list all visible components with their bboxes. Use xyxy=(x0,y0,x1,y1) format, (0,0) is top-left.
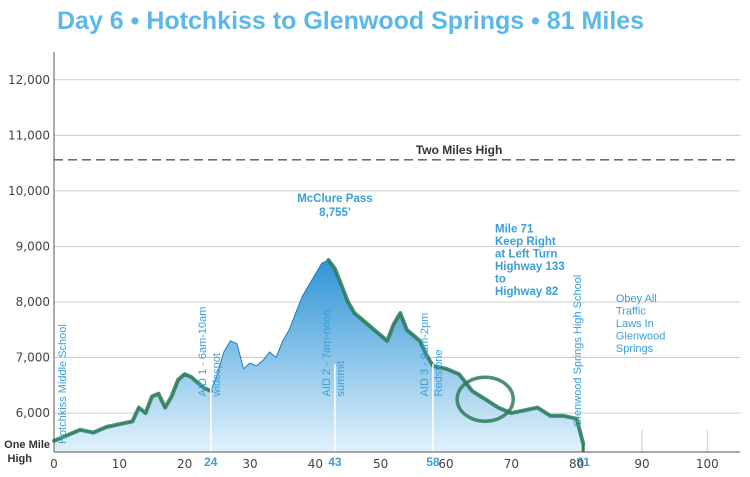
obey-note-line: Springs xyxy=(616,343,654,355)
aid-station-label-group: AID 2 - 7am-noon summit xyxy=(321,310,347,397)
start-label-group: Hotchkiss Middle School xyxy=(57,324,69,444)
trace-loop xyxy=(455,375,515,423)
start-label: Hotchkiss Middle School xyxy=(57,324,69,444)
y-tick-label: 11,000 xyxy=(8,128,50,142)
obey-note-line: Traffic xyxy=(616,306,646,318)
obey-note-line: Obey All xyxy=(616,293,657,305)
pass-label: McClure Pass xyxy=(297,193,372,205)
end-label-group: Glenwood Springs High School xyxy=(572,275,584,427)
aid-station-group: AID 1 - 6am-10am widespot AID 2 - 7am-noon… xyxy=(197,307,590,469)
chart-title: Day 6 • Hotchkiss to Glenwood Springs • … xyxy=(57,7,644,35)
mile71-note-line: Highway 133 xyxy=(495,261,565,273)
aid-x-label: 43 xyxy=(328,455,342,469)
y-tick-label: 9,000 xyxy=(16,239,50,253)
aid-x-label: 58 xyxy=(426,455,440,469)
aid-x-label: 24 xyxy=(204,455,218,469)
mile71-note-line: at Left Turn xyxy=(495,249,557,261)
y-tick-label: 7,000 xyxy=(16,351,50,365)
x-tick-label: 0 xyxy=(50,457,58,471)
aid-station-label: AID 1 - 6am-10am xyxy=(197,307,209,397)
aid-station-sublabel: Redstone xyxy=(433,349,445,396)
elevation-area-group xyxy=(52,258,586,452)
mile71-note-line: to xyxy=(495,274,506,286)
annotations: Hotchkiss Middle School Glenwood Springs … xyxy=(57,193,665,444)
y-baseline-label: High xyxy=(8,453,33,465)
aid-station-sublabel: widespot xyxy=(211,353,223,397)
pass-label: 8,755' xyxy=(319,207,351,219)
x-tick-label: 30 xyxy=(242,457,257,471)
x-tick-label: 20 xyxy=(177,457,192,471)
reference-line-label: Two Miles High xyxy=(416,143,502,157)
x-tick-label: 70 xyxy=(504,457,519,471)
x-tick-label: 80 xyxy=(569,457,584,471)
aid-x-label: 81 xyxy=(577,455,591,469)
axes: 6,000 7,000 8,000 9,000 10,000 11,000 12,000 0 1… xyxy=(4,52,740,471)
aid-station-label: AID 2 - 7am-noon xyxy=(321,310,333,397)
x-tick-label: 10 xyxy=(112,457,127,471)
y-tick-label: 12,000 xyxy=(8,73,50,87)
x-tick-label: 90 xyxy=(634,457,649,471)
mile71-note-line: Mile 71 xyxy=(495,224,534,236)
y-tick-label: 10,000 xyxy=(8,184,50,198)
end-label: Glenwood Springs High School xyxy=(572,275,584,427)
trace-segment xyxy=(52,372,213,443)
x-tick-label: 60 xyxy=(438,457,453,471)
obey-note-line: Laws In xyxy=(616,318,654,330)
mile71-note-line: Keep Right xyxy=(495,236,556,248)
x-tick-label: 100 xyxy=(696,457,719,471)
mile71-note-line: Highway 82 xyxy=(495,286,558,298)
aid-station-label-group: AID 1 - 6am-10am widespot xyxy=(197,307,223,398)
x-tick-label: 40 xyxy=(308,457,323,471)
aid-station-sublabel: summit xyxy=(335,361,347,396)
x-tick-label: 50 xyxy=(373,457,388,471)
elevation-area xyxy=(54,260,584,452)
y-tick-label: 8,000 xyxy=(16,295,50,309)
aid-station-label-group: AID 3 - 9am-2pm Redstone xyxy=(419,313,445,397)
aid-station-label: AID 3 - 9am-2pm xyxy=(419,313,431,397)
y-tick-label: 6,000 xyxy=(16,406,50,420)
obey-note-line: Glenwood xyxy=(616,331,666,343)
trace-segment xyxy=(326,258,586,446)
y-baseline-label: One Mile xyxy=(4,439,50,451)
reference-line-group: Two Miles High xyxy=(54,143,740,161)
